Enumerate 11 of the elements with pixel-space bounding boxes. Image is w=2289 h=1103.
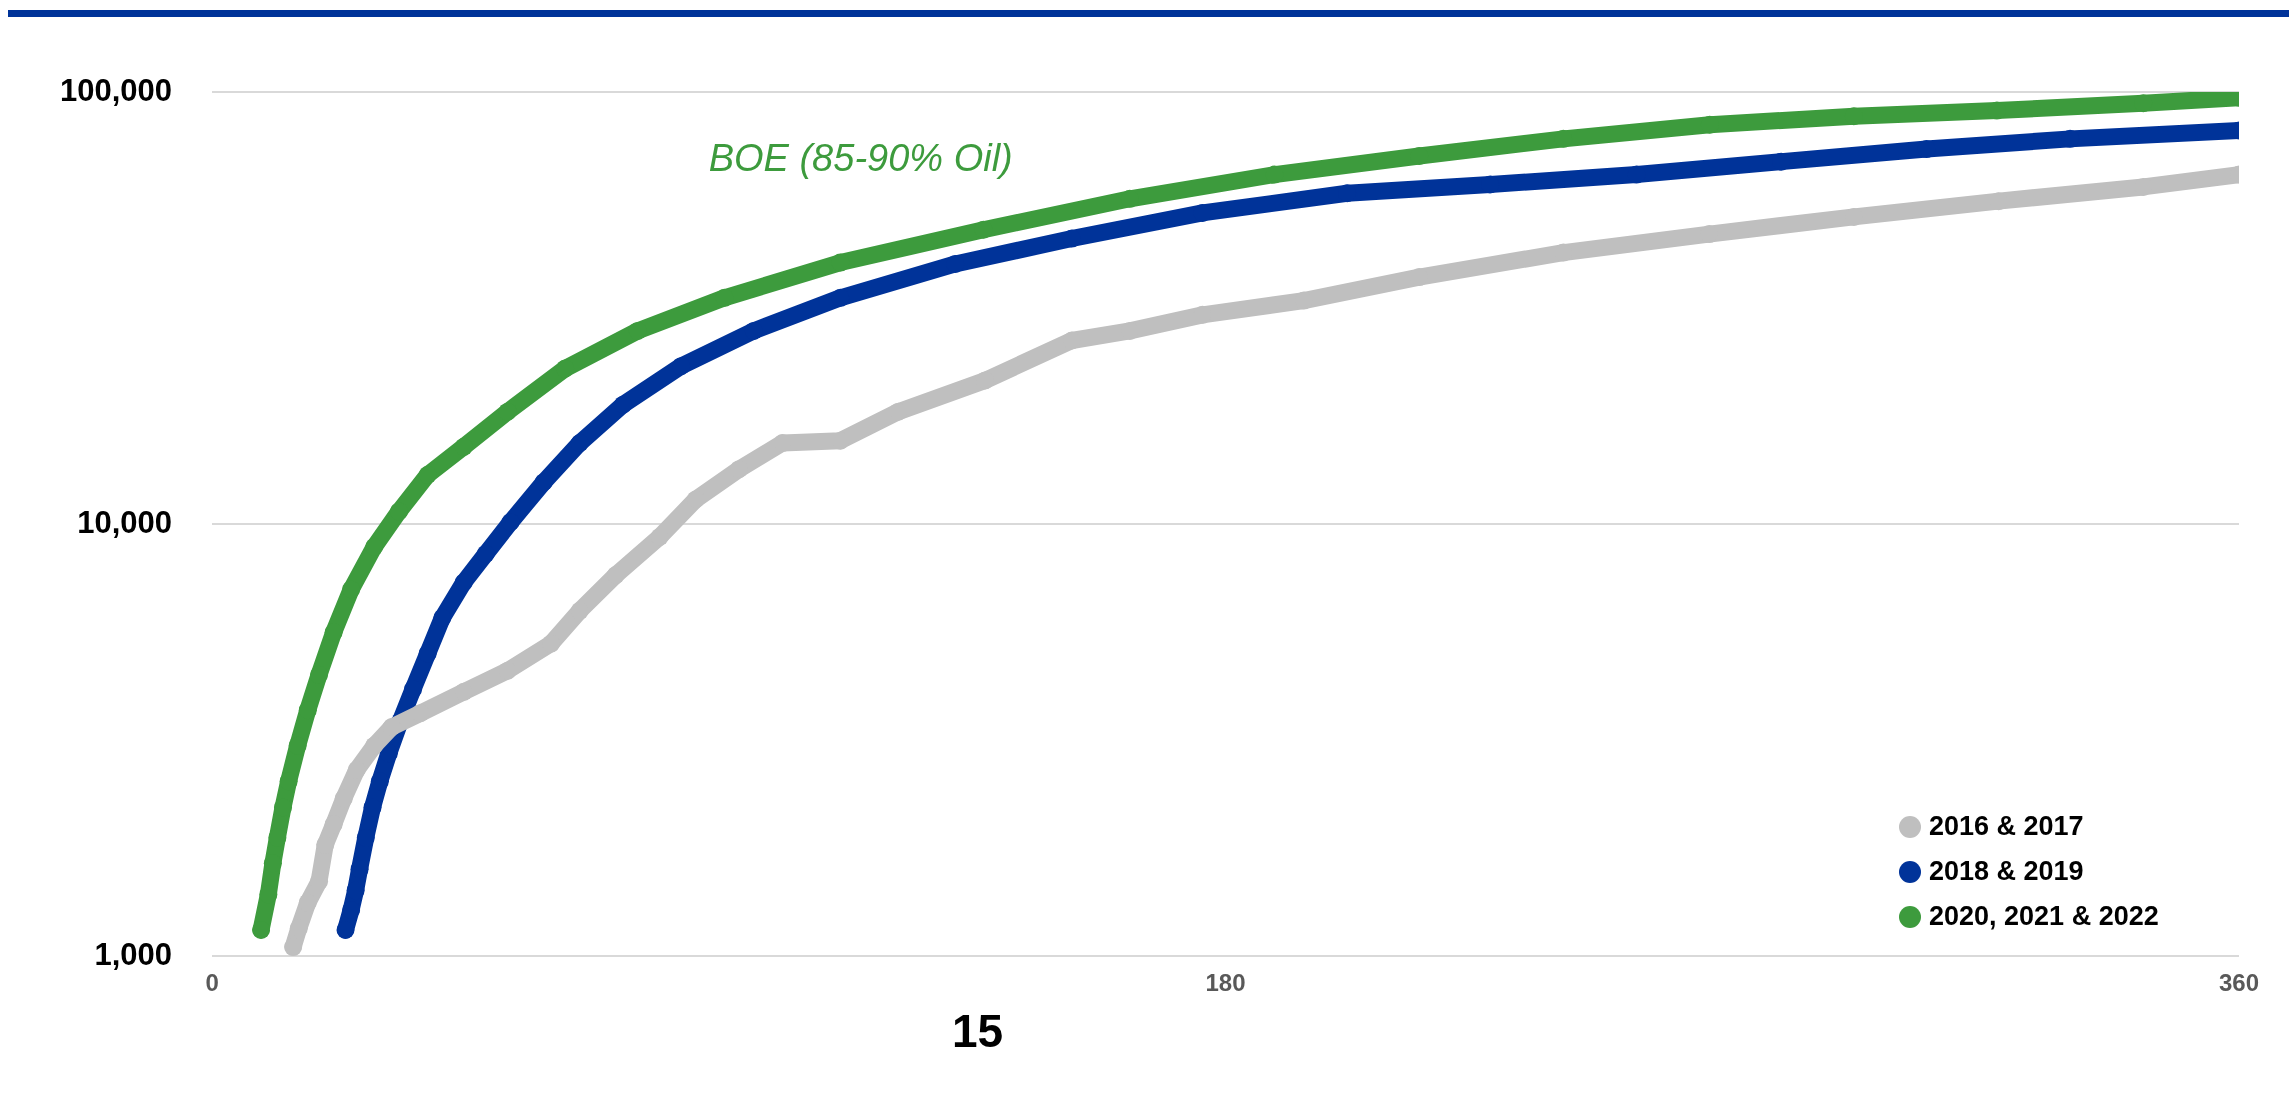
legend-label: 2020, 2021 & 2022 (1929, 901, 2159, 933)
x-tick-label: 0 (205, 969, 219, 997)
y-tick-label: 1,000 (94, 936, 173, 972)
legend-label: 2016 & 2017 (1929, 811, 2084, 843)
text: 15 (951, 1004, 1004, 1059)
legend-label: 2018 & 2019 (1929, 856, 2084, 888)
annotation: BOE (85-90% Oil) (708, 136, 1013, 179)
x-tick-label: 360 (2218, 969, 2260, 997)
x-tick-label: 180 (1205, 969, 1246, 997)
y-tick-label: 100,000 (59, 72, 173, 108)
y-tick-label: 10,000 (77, 504, 173, 540)
